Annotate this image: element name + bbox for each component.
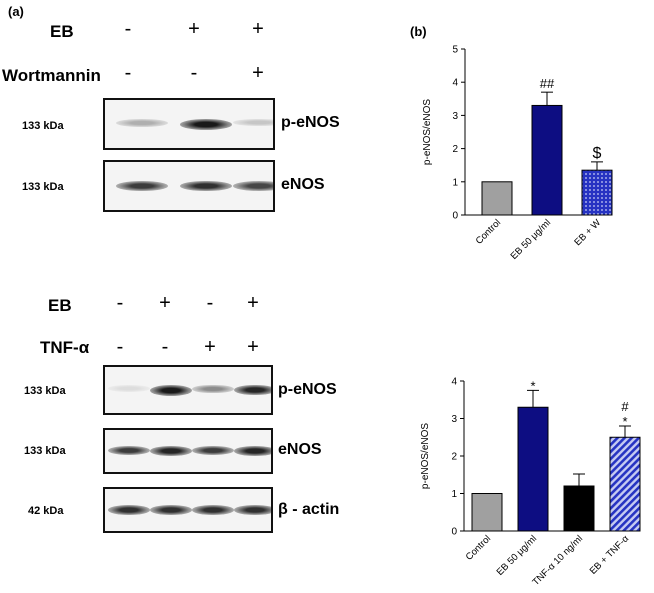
blot-band (108, 384, 150, 392)
top-w-sign-1: - (124, 62, 132, 84)
chart-bottom-significance-mark: # (621, 399, 629, 414)
top-blot-enos-box (103, 160, 275, 212)
chart-b-y-axis-label: p-eNOS/eNOS (422, 99, 433, 165)
chart-bottom-bar-4 (609, 436, 641, 532)
blot-band (234, 384, 271, 396)
chart-bottom-category-label: Control (464, 533, 493, 562)
chart-bottom-category-label: EB 50 μg/ml (495, 533, 540, 578)
chart-bottom-bar-3 (563, 485, 595, 532)
blot-band (180, 180, 232, 192)
bottom-blot-pens-box (103, 365, 273, 415)
blot-band (108, 505, 150, 515)
chart-b-category-label: EB 50 μg/ml (509, 217, 554, 262)
chart-b-significance-mark: ## (540, 76, 555, 91)
bottom-tnf-sign-3: + (204, 336, 216, 358)
blot-band (150, 384, 192, 396)
chart-b-y-tick-label: 5 (452, 45, 458, 56)
bottom-row1-protein: p-eNOS (278, 381, 337, 398)
chart-bottom-significance-mark: * (622, 414, 627, 429)
bottom-row3-protein: β - actin (278, 501, 340, 518)
blot-band (233, 180, 273, 191)
chart-bottom-y-tick-label: 0 (451, 527, 457, 538)
top-blot-pens-box (103, 98, 275, 150)
bottom-row2-kda: 133 kDa (24, 445, 66, 457)
chart-bottom-y-tick-label: 1 (451, 489, 457, 500)
top-row2-protein: eNOS (281, 176, 325, 193)
bottom-eb-sign-1: - (116, 292, 124, 314)
blot-band (192, 446, 234, 456)
blot-band (180, 118, 232, 130)
top-eb-sign-3: + (252, 18, 264, 40)
top-treatment-eb-label: EB (50, 22, 74, 41)
blot-band (234, 446, 271, 456)
blot-band (234, 505, 271, 515)
bottom-row1-kda: 133 kDa (24, 385, 66, 397)
blot-band (150, 505, 192, 515)
blot-band (192, 505, 234, 515)
panel-b-label: (b) (410, 24, 427, 39)
bottom-tnf-sign-2: - (161, 336, 169, 358)
bottom-treatment-eb-label: EB (48, 296, 72, 315)
top-row1-kda: 133 kDa (22, 120, 64, 132)
bottom-treatment-tnf-label: TNF-α (40, 338, 90, 357)
blot-band (150, 446, 192, 456)
chart-b-y-tick-label: 0 (452, 211, 458, 222)
chart-b-y-tick-label: 3 (452, 111, 458, 122)
panel-a-label: (a) (8, 4, 24, 19)
bottom-tnf-sign-1: - (116, 336, 124, 358)
top-eb-sign-1: - (124, 18, 132, 40)
chart-bottom-y-tick-label: 4 (451, 377, 457, 388)
bottom-blot-actin-box (103, 487, 273, 533)
chart-b-bar-1 (481, 181, 513, 216)
blot-band (108, 446, 150, 456)
chart-bottom-y-tick-label: 3 (451, 414, 457, 425)
chart-b-significance-mark: $ (593, 145, 602, 162)
chart-b-y-tick-label: 2 (452, 144, 458, 155)
top-eb-sign-2: + (188, 18, 200, 40)
bottom-eb-sign-4: + (247, 292, 259, 314)
blot-band (233, 118, 273, 127)
blot-band (192, 384, 234, 394)
chart-bottom-y-axis-label: p-eNOS/eNOS (420, 423, 431, 489)
top-row1-protein: p-eNOS (281, 114, 340, 131)
bottom-eb-sign-2: + (159, 292, 171, 314)
chart-bottom-y-tick-label: 2 (451, 452, 457, 463)
top-row2-kda: 133 kDa (22, 181, 64, 193)
chart-bottom-significance-mark: * (530, 378, 535, 393)
chart-bottom-bar-2 (517, 406, 549, 532)
top-w-sign-2: - (190, 62, 198, 84)
chart-b-category-label: Control (474, 217, 503, 246)
chart-bottom-bar-1 (471, 493, 503, 532)
bottom-row3-kda: 42 kDa (28, 505, 64, 517)
chart-bottom-category-label: TNF-α 10 ng/ml (531, 533, 586, 588)
blot-band (116, 118, 168, 127)
top-treatment-wortmannin-label: Wortmannin (2, 66, 101, 85)
bottom-tnf-sign-4: + (247, 336, 259, 358)
chart-b-bar-3 (581, 169, 613, 216)
chart-bottom-category-label: EB + TNF-α (588, 533, 632, 577)
top-w-sign-3: + (252, 62, 264, 84)
chart-b-category-label: EB + W (572, 217, 603, 248)
chart-b-bar-2 (531, 104, 563, 216)
bottom-eb-sign-3: - (206, 292, 214, 314)
chart-b-y-tick-label: 1 (452, 177, 458, 188)
bottom-row2-protein: eNOS (278, 441, 322, 458)
blot-band (116, 180, 168, 191)
chart-b-y-tick-label: 4 (452, 78, 458, 89)
bottom-blot-enos-box (103, 428, 273, 474)
